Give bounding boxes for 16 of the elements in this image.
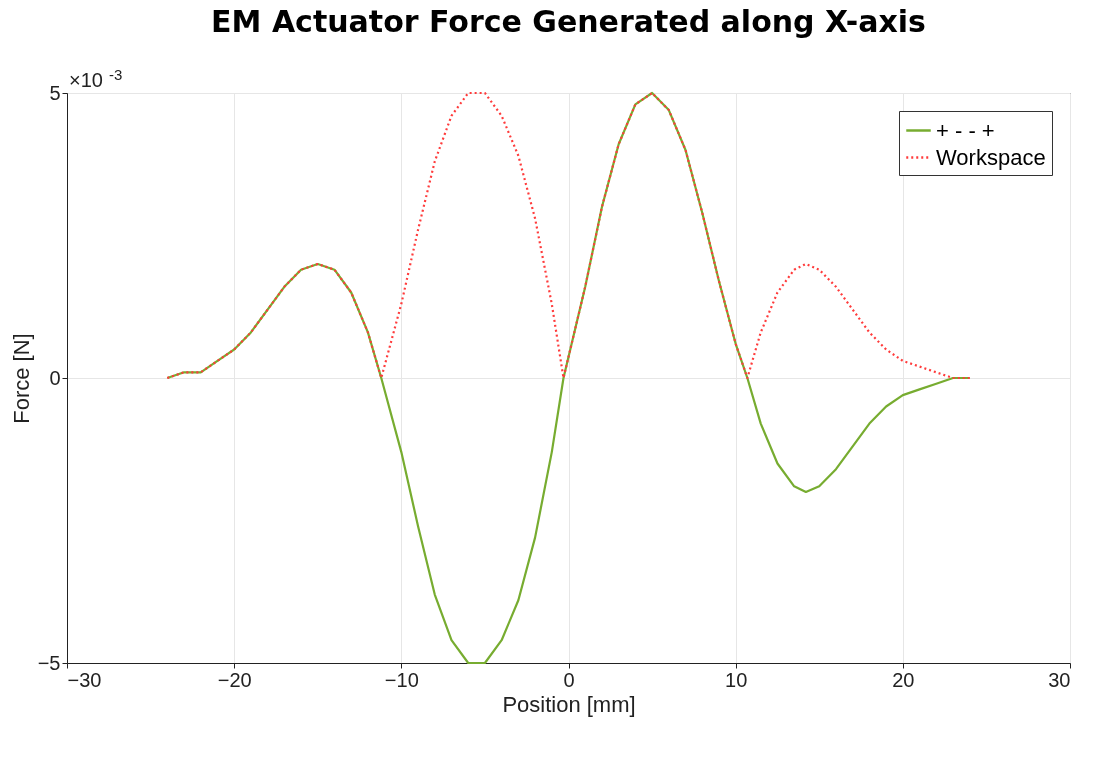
- x-tick-label: −30: [67, 668, 102, 691]
- legend-label: Workspace: [936, 144, 1046, 170]
- x-tick-label: 10: [725, 668, 748, 691]
- y-axis-title: Force [N]: [8, 333, 34, 424]
- text: ×10-3: [69, 66, 123, 91]
- y-tick-label: 5: [49, 81, 61, 104]
- x-tick-label: 30: [1048, 668, 1071, 691]
- x-axis-title: Position [mm]: [502, 691, 636, 717]
- x-tick-label: 20: [892, 668, 915, 691]
- chart-title: EM Actuator Force Generated along X-axis: [211, 4, 926, 39]
- x-tick-label: 0: [563, 668, 575, 691]
- y-tick-label: 0: [49, 366, 61, 389]
- x-tick-label: −20: [217, 668, 252, 691]
- legend-label: + - - +: [936, 117, 995, 143]
- y-tick-label: −5: [37, 651, 61, 674]
- x-tick-label: −10: [384, 668, 419, 691]
